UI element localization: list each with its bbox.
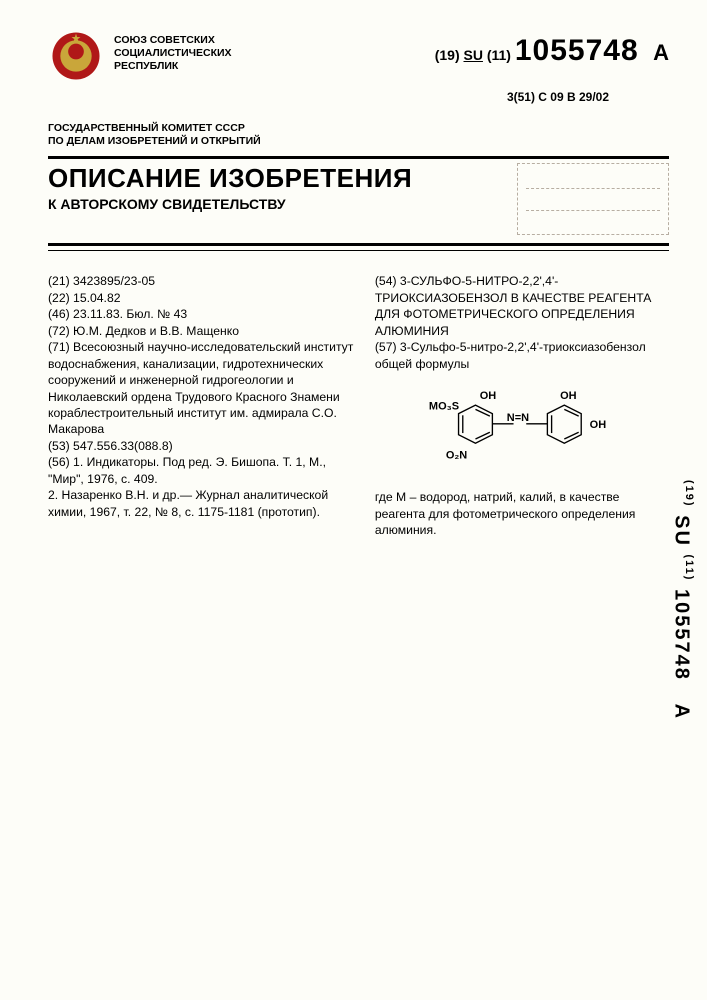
code-mid: (11) [487,47,511,63]
chemical-structure-icon: MO₃S OH OH OH N=N O₂N [412,384,632,477]
ipc-classification: 3(51) С 09 В 29/02 [48,90,669,104]
field-72: (72) Ю.М. Дедков и В.В. Мащенко [48,323,357,339]
side-prefix: (19) [683,480,695,508]
field-71: (71) Всесоюзный научно-исследовательский… [48,339,357,438]
side-publication-code: (19) SU (11) 1055748 A [669,480,695,720]
patent-suffix: A [653,40,669,65]
side-number: 1055748 [670,589,692,681]
label-oh3: OH [590,419,607,431]
union-line: СОЮЗ СОВЕТСКИХ [114,34,232,47]
label-oh1: OH [480,390,497,402]
ussr-emblem-icon [48,28,104,84]
title-main: ОПИСАНИЕ ИЗОБРЕТЕНИЯ [48,163,507,194]
union-line: РЕСПУБЛИК [114,60,232,73]
divider-thin [48,250,669,251]
patent-number: 1055748 [515,34,639,67]
committee-line: ПО ДЕЛАМ ИЗОБРЕТЕНИЙ И ОТКРЫТИЙ [48,135,669,148]
right-column: (54) 3-СУЛЬФО-5-НИТРО-2,2',4'-ТРИОКСИАЗО… [375,273,669,538]
body-columns: (21) 3423895/23-05 (22) 15.04.82 (46) 23… [48,273,669,538]
label-oh2: OH [560,390,577,402]
union-name: СОЮЗ СОВЕТСКИХ СОЦИАЛИСТИЧЕСКИХ РЕСПУБЛИ… [114,28,232,73]
field-56b: 2. Назаренко В.Н. и др.— Журнал аналитич… [48,487,357,520]
title-row: ОПИСАНИЕ ИЗОБРЕТЕНИЯ К АВТОРСКОМУ СВИДЕТ… [48,163,669,235]
field-56: (56) 1. Индикаторы. Под ред. Э. Бишопа. … [48,454,357,487]
header-row: СОЮЗ СОВЕТСКИХ СОЦИАЛИСТИЧЕСКИХ РЕСПУБЛИ… [48,28,669,84]
label-so3: MO₃S [429,400,459,412]
left-column: (21) 3423895/23-05 (22) 15.04.82 (46) 23… [48,273,357,538]
publication-code: (19) SU (11) 1055748 A [435,28,669,68]
field-54: (54) 3-СУЛЬФО-5-НИТРО-2,2',4'-ТРИОКСИАЗО… [375,273,669,339]
field-21: (21) 3423895/23-05 [48,273,357,289]
title-sub: К АВТОРСКОМУ СВИДЕТЕЛЬСТВУ [48,196,507,212]
side-mid: (11) [683,554,695,581]
side-country: SU [670,515,692,547]
field-46: (46) 23.11.83. Бюл. № 43 [48,306,357,322]
title-block: ОПИСАНИЕ ИЗОБРЕТЕНИЯ К АВТОРСКОМУ СВИДЕТ… [48,163,507,212]
patent-page: СОЮЗ СОВЕТСКИХ СОЦИАЛИСТИЧЕСКИХ РЕСПУБЛИ… [0,0,707,1000]
divider-thick [48,156,669,159]
country-code: SU [464,47,483,63]
field-57: (57) 3-Сульфо-5-нитро-2,2',4'-триоксиазо… [375,339,669,372]
field-22: (22) 15.04.82 [48,290,357,306]
union-line: СОЦИАЛИСТИЧЕСКИХ [114,47,232,60]
library-stamp [517,163,669,235]
label-no2: O₂N [446,450,467,462]
label-azo: N=N [507,412,529,424]
committee-name: ГОСУДАРСТВЕННЫЙ КОМИТЕТ СССР ПО ДЕЛАМ ИЗ… [48,122,669,148]
side-suffix: A [670,704,692,720]
code-prefix: (19) [435,47,460,63]
field-57b: где М – водород, натрий, калий, в качест… [375,489,669,538]
field-53: (53) 547.556.33(088.8) [48,438,357,454]
divider-thick [48,243,669,246]
committee-line: ГОСУДАРСТВЕННЫЙ КОМИТЕТ СССР [48,122,669,135]
